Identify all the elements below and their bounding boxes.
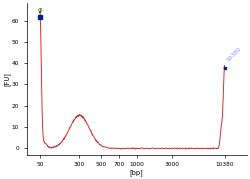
X-axis label: [bp]: [bp] (130, 169, 143, 176)
Text: φ: φ (38, 7, 42, 13)
Text: 10380: 10380 (226, 46, 242, 63)
Y-axis label: [FU]: [FU] (4, 72, 10, 86)
